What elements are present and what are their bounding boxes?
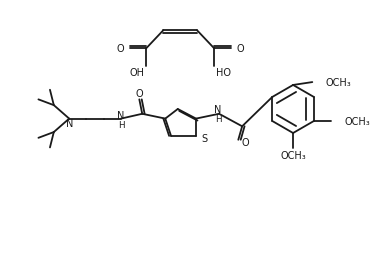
Text: S: S [202, 134, 208, 144]
Text: OCH₃: OCH₃ [344, 117, 371, 127]
Text: H: H [118, 121, 124, 130]
Text: O: O [135, 89, 143, 99]
Text: O: O [236, 44, 244, 55]
Text: H: H [215, 115, 221, 124]
Text: OCH₃: OCH₃ [280, 151, 306, 161]
Text: O: O [241, 138, 249, 148]
Text: N: N [67, 119, 74, 129]
Text: N: N [118, 111, 125, 121]
Text: O: O [116, 44, 124, 55]
Text: N: N [214, 105, 222, 115]
Text: HO: HO [216, 68, 231, 78]
Text: OH: OH [129, 68, 144, 78]
Text: OCH₃: OCH₃ [326, 78, 352, 88]
